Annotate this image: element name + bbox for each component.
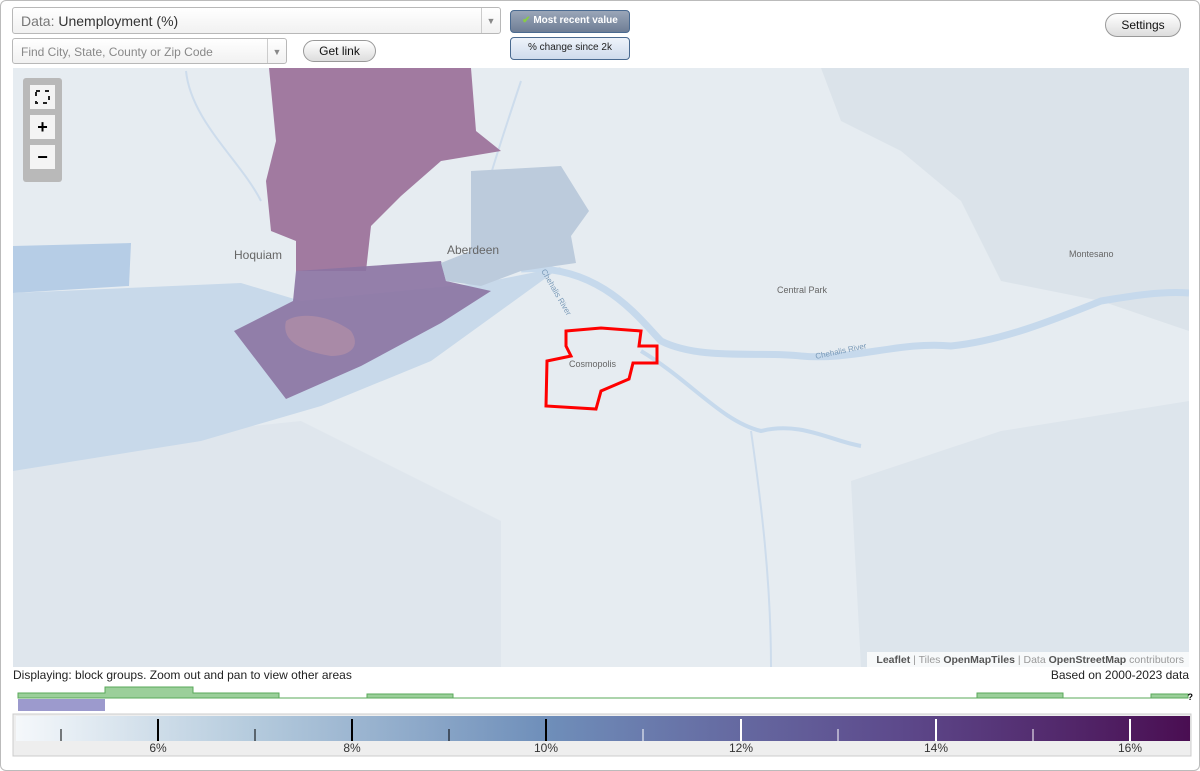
place-label: Hoquiam: [234, 248, 282, 262]
land-area: [851, 401, 1189, 667]
histogram: [17, 686, 1189, 699]
legend-label: 10%: [534, 741, 558, 755]
legend-label: 8%: [343, 741, 361, 755]
fullscreen-icon: [35, 90, 50, 104]
selected-area[interactable]: [544, 326, 659, 411]
river: [639, 349, 862, 448]
attr-sep: |: [913, 654, 916, 666]
river: [520, 265, 1189, 361]
water: [13, 243, 131, 293]
legend-label: 14%: [924, 741, 948, 755]
land-area: [13, 421, 501, 667]
land-area: [821, 68, 1189, 331]
search-placeholder: Find City, State, County or Zip Code: [21, 45, 213, 59]
legend-label: 12%: [729, 741, 753, 755]
attr-link[interactable]: Leaflet: [876, 654, 910, 666]
attribution: Leaflet | Tiles OpenMapTiles | Data Open…: [876, 654, 1184, 666]
legend: ? 6% 8% 10% 12% 14% 16%: [12, 686, 1194, 757]
attr-sep: |: [1018, 654, 1021, 666]
attr-text: contributors: [1129, 654, 1184, 666]
data-label: Data:: [21, 13, 55, 29]
place-label: Aberdeen: [447, 243, 499, 257]
dropdown-arrow: ▼: [481, 8, 500, 33]
attr-text: Tiles: [919, 654, 941, 666]
zoom-in-button[interactable]: [30, 115, 55, 139]
attr-text: Data: [1024, 654, 1046, 666]
pct-change-toggle[interactable]: % change since 2k: [510, 37, 630, 60]
island: [285, 315, 355, 356]
zoom-out-button[interactable]: [30, 145, 55, 169]
current-bin: [18, 699, 105, 711]
status-text: Displaying: block groups. Zoom out and p…: [13, 668, 352, 682]
block-group[interactable]: [266, 68, 501, 271]
place-label: Cosmopolis: [569, 359, 617, 369]
place-label: Central Park: [777, 285, 828, 295]
zoom-out-label: −: [37, 147, 48, 167]
most-recent-label: Most recent value: [533, 15, 618, 26]
data-select[interactable]: Data: Unemployment (%) ▼: [12, 7, 501, 34]
block-group[interactable]: [234, 261, 491, 399]
legend-label: 16%: [1118, 741, 1142, 755]
attr-link[interactable]: OpenStreetMap: [1049, 654, 1127, 666]
dropdown-arrow: ▼: [267, 39, 286, 63]
help-icon[interactable]: ?: [1188, 692, 1194, 702]
get-link-button[interactable]: Get link: [303, 40, 376, 62]
attribution-bg: [867, 652, 1189, 667]
search-box[interactable]: Find City, State, County or Zip Code ▼: [12, 38, 287, 64]
settings-button[interactable]: Settings: [1105, 13, 1181, 37]
legend-label: 6%: [149, 741, 167, 755]
block-group[interactable]: [441, 166, 589, 286]
zoom-in-label: +: [37, 117, 48, 137]
fullscreen-button[interactable]: [30, 85, 55, 109]
attr-link[interactable]: OpenMapTiles: [943, 654, 1015, 666]
data-range-text: Based on 2000-2023 data: [1050, 668, 1189, 682]
place-label: Montesano: [1069, 249, 1114, 259]
color-scale: [16, 716, 1190, 741]
map[interactable]: Hoquiam Aberdeen Central Park Montesano …: [13, 68, 1189, 667]
data-value: Unemployment (%): [58, 13, 179, 29]
most-recent-toggle[interactable]: ✔ Most recent value: [510, 10, 630, 33]
